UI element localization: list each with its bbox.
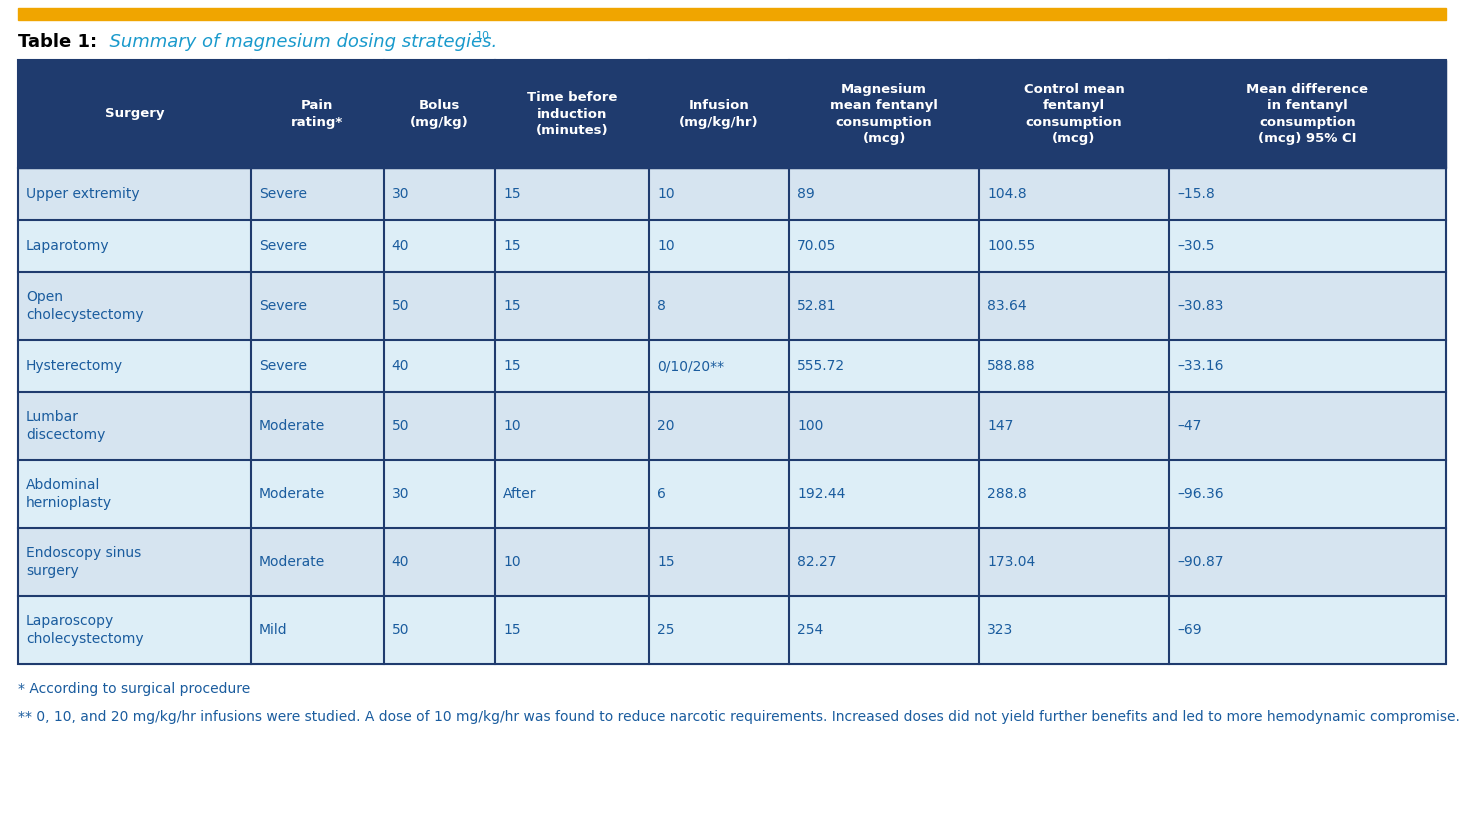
Text: Pain
rating*: Pain rating* xyxy=(291,99,343,129)
Text: Table 1:: Table 1: xyxy=(18,33,97,51)
Text: 555.72: 555.72 xyxy=(796,359,845,373)
Text: 50: 50 xyxy=(391,299,408,313)
Text: 10: 10 xyxy=(476,31,490,41)
Text: 40: 40 xyxy=(391,359,408,373)
Text: 70.05: 70.05 xyxy=(796,239,836,253)
Bar xyxy=(18,340,1446,392)
Text: Moderate: Moderate xyxy=(259,419,325,433)
Text: 104.8: 104.8 xyxy=(987,187,1026,201)
Text: 10: 10 xyxy=(657,239,675,253)
Text: Bolus
(mg/kg): Bolus (mg/kg) xyxy=(410,99,468,129)
Text: Magnesium
mean fentanyl
consumption
(mcg): Magnesium mean fentanyl consumption (mcg… xyxy=(830,83,938,145)
Text: 25: 25 xyxy=(657,623,675,637)
Text: Severe: Severe xyxy=(259,187,307,201)
Text: Severe: Severe xyxy=(259,299,307,313)
Text: 147: 147 xyxy=(987,419,1013,433)
Text: –69: –69 xyxy=(1177,623,1202,637)
Text: –33.16: –33.16 xyxy=(1177,359,1224,373)
Text: 15: 15 xyxy=(504,239,521,253)
Text: 82.27: 82.27 xyxy=(796,555,836,569)
Text: After: After xyxy=(504,487,536,501)
Text: Summary of magnesium dosing strategies.: Summary of magnesium dosing strategies. xyxy=(98,33,498,51)
Text: 323: 323 xyxy=(987,623,1013,637)
Bar xyxy=(18,8,1446,20)
Text: –15.8: –15.8 xyxy=(1177,187,1215,201)
Text: 15: 15 xyxy=(657,555,675,569)
Text: –96.36: –96.36 xyxy=(1177,487,1224,501)
Text: 192.44: 192.44 xyxy=(796,487,846,501)
Bar xyxy=(18,596,1446,664)
Text: Lumbar
discectomy: Lumbar discectomy xyxy=(26,411,105,442)
Text: 10: 10 xyxy=(657,187,675,201)
Bar xyxy=(18,528,1446,596)
Bar xyxy=(18,60,1446,664)
Text: ** 0, 10, and 20 mg/kg/hr infusions were studied. A dose of 10 mg/kg/hr was foun: ** 0, 10, and 20 mg/kg/hr infusions were… xyxy=(18,710,1460,724)
Text: 30: 30 xyxy=(391,187,408,201)
Text: 100.55: 100.55 xyxy=(987,239,1035,253)
Text: * According to surgical procedure: * According to surgical procedure xyxy=(18,682,250,696)
Text: 15: 15 xyxy=(504,299,521,313)
Text: Laparoscopy
cholecystectomy: Laparoscopy cholecystectomy xyxy=(26,615,143,646)
Text: Mild: Mild xyxy=(259,623,287,637)
Bar xyxy=(18,60,1446,168)
Text: 8: 8 xyxy=(657,299,666,313)
Text: Severe: Severe xyxy=(259,239,307,253)
Text: 52.81: 52.81 xyxy=(796,299,837,313)
Text: Moderate: Moderate xyxy=(259,487,325,501)
Text: Hysterectomy: Hysterectomy xyxy=(26,359,123,373)
Text: –90.87: –90.87 xyxy=(1177,555,1224,569)
Text: –30.83: –30.83 xyxy=(1177,299,1224,313)
Text: 173.04: 173.04 xyxy=(987,555,1035,569)
Text: Infusion
(mg/kg/hr): Infusion (mg/kg/hr) xyxy=(679,99,758,129)
Text: Mean difference
in fentanyl
consumption
(mcg) 95% CI: Mean difference in fentanyl consumption … xyxy=(1246,83,1369,145)
Text: 588.88: 588.88 xyxy=(987,359,1035,373)
Text: –30.5: –30.5 xyxy=(1177,239,1215,253)
Text: 0/10/20**: 0/10/20** xyxy=(657,359,725,373)
Bar xyxy=(18,392,1446,460)
Text: 10: 10 xyxy=(504,419,521,433)
Text: Open
cholecystectomy: Open cholecystectomy xyxy=(26,291,143,321)
Bar xyxy=(18,168,1446,220)
Text: 40: 40 xyxy=(391,239,408,253)
Text: –47: –47 xyxy=(1177,419,1202,433)
Text: 15: 15 xyxy=(504,359,521,373)
Bar xyxy=(18,460,1446,528)
Text: 20: 20 xyxy=(657,419,675,433)
Text: Control mean
fentanyl
consumption
(mcg): Control mean fentanyl consumption (mcg) xyxy=(1023,83,1124,145)
Text: 10: 10 xyxy=(504,555,521,569)
Text: 50: 50 xyxy=(391,623,408,637)
Text: 15: 15 xyxy=(504,187,521,201)
Text: 100: 100 xyxy=(796,419,823,433)
Text: 254: 254 xyxy=(796,623,823,637)
Text: Laparotomy: Laparotomy xyxy=(26,239,110,253)
Text: 89: 89 xyxy=(796,187,815,201)
Text: Surgery: Surgery xyxy=(104,107,164,121)
Text: 6: 6 xyxy=(657,487,666,501)
Text: 83.64: 83.64 xyxy=(987,299,1026,313)
Text: 288.8: 288.8 xyxy=(987,487,1026,501)
Bar xyxy=(18,220,1446,272)
Text: Time before
induction
(minutes): Time before induction (minutes) xyxy=(527,91,618,137)
Bar xyxy=(18,272,1446,340)
Text: 30: 30 xyxy=(391,487,408,501)
Text: 50: 50 xyxy=(391,419,408,433)
Text: Abdominal
hernioplasty: Abdominal hernioplasty xyxy=(26,478,113,510)
Text: 40: 40 xyxy=(391,555,408,569)
Text: Endoscopy sinus
surgery: Endoscopy sinus surgery xyxy=(26,546,141,577)
Text: 15: 15 xyxy=(504,623,521,637)
Text: Upper extremity: Upper extremity xyxy=(26,187,139,201)
Text: Moderate: Moderate xyxy=(259,555,325,569)
Text: Severe: Severe xyxy=(259,359,307,373)
